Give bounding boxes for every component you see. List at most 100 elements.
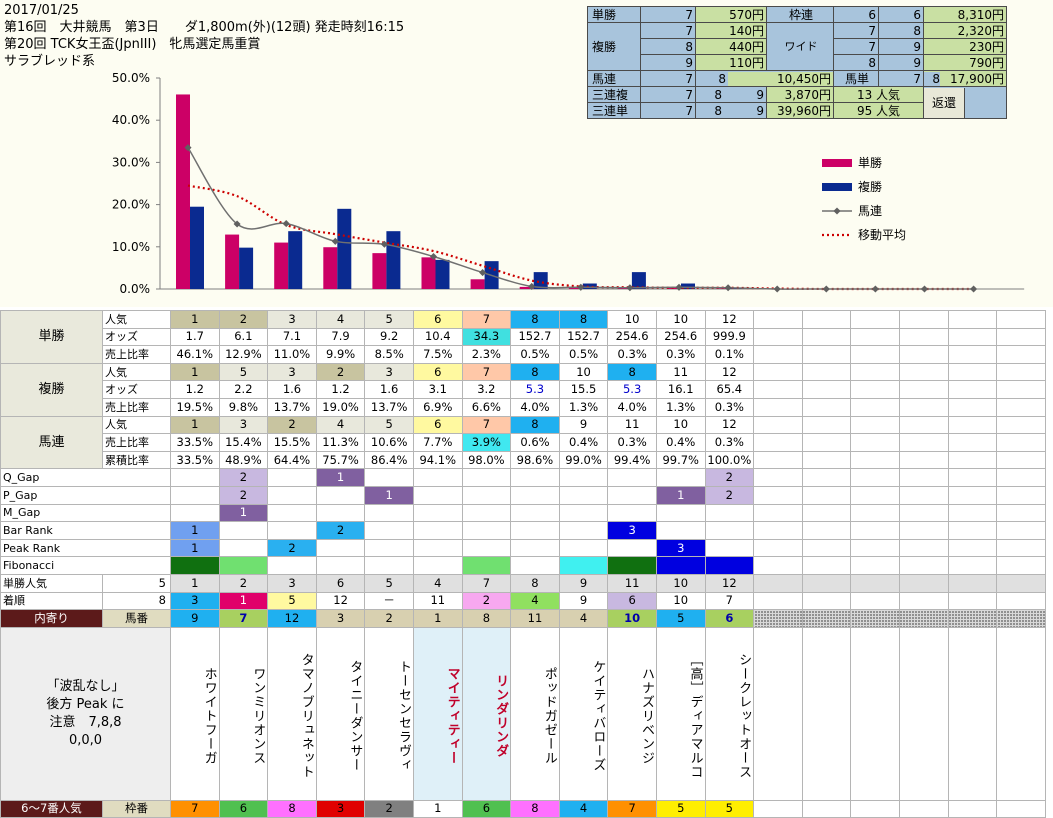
grid-cell: 1 (171, 416, 220, 434)
grid-cell: 98.0% (462, 451, 511, 469)
legend-swatch (822, 159, 852, 167)
umaban-cell: 12 (268, 610, 317, 628)
grid-cell: 8 (511, 311, 560, 329)
grid-cell: 99.7% (656, 451, 705, 469)
grid-cell (365, 504, 414, 522)
grid-cell: 1 (171, 363, 220, 381)
grid-cell (413, 504, 462, 522)
grid-cell (559, 469, 608, 487)
grid-cell: 1 (171, 522, 220, 540)
grid-cell: 3.1 (413, 381, 462, 399)
grid-cell: 1.3% (559, 398, 608, 416)
grid-cell: 10 (656, 592, 705, 610)
grid-cell: 10 (656, 416, 705, 434)
grid-cell (268, 504, 317, 522)
grid-cell (511, 539, 560, 557)
fibonacci-cell (462, 557, 511, 575)
fibonacci-cell (365, 557, 414, 575)
grid-cell: 11 (608, 574, 657, 592)
wakuban-cell: 6 (219, 800, 268, 818)
row-label: 累積比率 (103, 451, 171, 469)
bar-fuku (288, 231, 302, 289)
grid-cell: 1.3% (656, 398, 705, 416)
row-label: Fibonacci (1, 557, 171, 575)
grid-cell: 7 (462, 363, 511, 381)
grid-cell: 98.6% (511, 451, 560, 469)
grid-cell: 3 (365, 363, 414, 381)
grid-cell: 8.5% (365, 346, 414, 364)
grid-cell: 12.9% (219, 346, 268, 364)
fibonacci-cell (268, 557, 317, 575)
grid-cell (316, 486, 365, 504)
umaban-cell: 9 (171, 610, 220, 628)
grid-cell: 0.6% (511, 434, 560, 452)
legend-marker (833, 207, 840, 214)
race-breed: サラブレッド系 (4, 53, 404, 70)
grid-cell: 6 (413, 416, 462, 434)
grid-cell: 9 (559, 416, 608, 434)
wakuban-label: 枠番 (103, 800, 171, 818)
fibonacci-cell (413, 557, 462, 575)
grid-cell (462, 522, 511, 540)
grid-cell: 0.4% (656, 434, 705, 452)
grid-cell (656, 522, 705, 540)
payout-label: 単勝 (588, 7, 641, 23)
grid-cell: 1 (171, 311, 220, 329)
point-umaren (774, 285, 781, 292)
row-label: 人気 (103, 416, 171, 434)
grid-cell (268, 522, 317, 540)
fibonacci-cell (705, 557, 754, 575)
umaban-cell: 6 (705, 610, 754, 628)
grid-cell: 0.3% (608, 346, 657, 364)
horse-name: シークレットオース (705, 627, 754, 800)
legend-label: 移動平均 (858, 228, 906, 242)
grid-cell (413, 469, 462, 487)
umaban-cell: 10 (608, 610, 657, 628)
y-tick-label: 40.0% (112, 113, 150, 127)
henkan-label: 返還 (924, 88, 965, 118)
bar-fuku (386, 231, 400, 289)
grid-cell: 11 (608, 416, 657, 434)
wakuban-cell: 6 (462, 800, 511, 818)
umaban-cell: 7 (219, 610, 268, 628)
grid-cell: 254.6 (656, 328, 705, 346)
grid-cell: 13.7% (365, 398, 414, 416)
grid-cell: 1 (171, 574, 220, 592)
grid-cell: 46.1% (171, 346, 220, 364)
grid-cell: 6.1 (219, 328, 268, 346)
grid-cell (365, 469, 414, 487)
grid-cell: 4.0% (511, 398, 560, 416)
umaban-cell: 11 (511, 610, 560, 628)
grid-cell (656, 504, 705, 522)
grid-cell: 5 (365, 416, 414, 434)
bar-tan (372, 253, 386, 289)
horse-name: ホワイトフーガ (171, 627, 220, 800)
y-tick-label: 20.0% (112, 198, 150, 212)
grid-cell: 0.3% (705, 434, 754, 452)
horse-name: リンダリンダ (462, 627, 511, 800)
grid-cell: 152.7 (559, 328, 608, 346)
row-label: 売上比率 (103, 398, 171, 416)
grid-cell: 0.1% (705, 346, 754, 364)
grid-cell: 9.8% (219, 398, 268, 416)
fibonacci-cell (171, 557, 220, 575)
wakuban-cell: 2 (365, 800, 414, 818)
grid-cell: 2 (219, 311, 268, 329)
horse-name: トーセンセラヴィ (365, 627, 414, 800)
grid-cell: 7.1 (268, 328, 317, 346)
grid-cell: 6 (413, 311, 462, 329)
row-label: 人気 (103, 311, 171, 329)
row-label: 単勝人気 (1, 574, 103, 592)
grid-cell: 0.5% (511, 346, 560, 364)
grid-cell: 15.5 (559, 381, 608, 399)
grid-cell: 19.5% (171, 398, 220, 416)
grid-cell (559, 522, 608, 540)
grid-cell: 100.0% (705, 451, 754, 469)
fibonacci-cell (316, 557, 365, 575)
grid-cell: 10 (608, 311, 657, 329)
grid-cell: 86.4% (365, 451, 414, 469)
horse-name: ［高］ディアマルコ (656, 627, 705, 800)
point-umaren (823, 285, 830, 292)
line-moving-average (188, 186, 974, 289)
grid-cell: 2 (268, 416, 317, 434)
